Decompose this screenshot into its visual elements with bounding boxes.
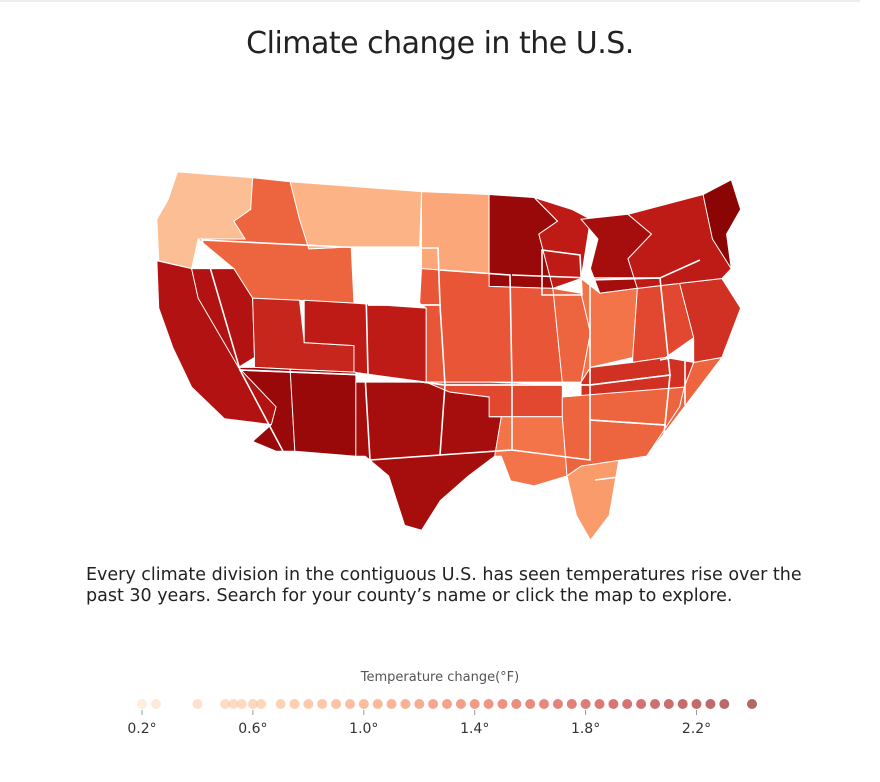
legend-dot (566, 699, 577, 709)
legend-dot (414, 699, 425, 709)
legend-dot (539, 699, 549, 709)
legend-dot (345, 699, 355, 709)
climate-region-montana-plains[interactable] (289, 181, 423, 250)
legend-tick-label: 1.4° (460, 721, 489, 737)
legend-dot (483, 699, 494, 709)
legend-dot (455, 699, 466, 709)
legend-dot (303, 699, 314, 709)
legend-dot (594, 699, 605, 709)
climate-region-dakotas[interactable] (421, 191, 490, 275)
legend-dot (719, 699, 730, 709)
legend-tick-label: 0.2° (127, 721, 156, 737)
legend-dot (358, 699, 369, 709)
legend-dot (192, 699, 203, 709)
legend-tick-label: 2.2° (682, 721, 711, 737)
legend-dot (580, 699, 591, 709)
legend-dot (691, 699, 702, 709)
us-climate-map[interactable] (140, 160, 750, 550)
legend-dot (608, 699, 619, 709)
legend-dot (220, 699, 231, 709)
climate-region-arkansas-louisiana[interactable] (489, 416, 568, 487)
legend-dot (650, 699, 660, 709)
legend-dot (256, 699, 267, 709)
temperature-legend: 0.2° 0.6° 1.0° 1.4° 1.8° 2.2° (127, 699, 757, 737)
legend-dot (636, 699, 647, 709)
legend-dot (236, 699, 247, 709)
top-divider (0, 0, 860, 2)
legend-tick-label: 1.8° (571, 721, 600, 737)
legend-dot (705, 699, 716, 709)
climate-region-virginia-maryland[interactable] (679, 277, 742, 363)
legend-dot (275, 699, 286, 709)
legend-dot (247, 699, 258, 709)
legend-dot (622, 699, 633, 709)
legend-dot (150, 699, 161, 709)
legend-dot (331, 699, 342, 709)
legend-dot (747, 699, 757, 709)
legend-dot (511, 699, 522, 709)
legend-dot (677, 699, 688, 709)
legend-title: Temperature change(°F) (360, 670, 520, 685)
legend-dot (400, 699, 411, 709)
climate-region-florida[interactable] (566, 455, 647, 541)
climate-region-new-england[interactable] (702, 179, 742, 269)
legend-dot (386, 699, 397, 709)
climate-region-new-mexico[interactable] (289, 368, 357, 457)
page-title: Climate change in the U.S. (246, 26, 634, 61)
legend-dot (663, 699, 674, 709)
legend-dot (525, 699, 536, 709)
legend-tick-label: 0.6° (238, 721, 267, 737)
map-description: Every climate division in the contiguous… (86, 565, 802, 606)
legend-dot (497, 699, 508, 709)
map-svg[interactable] (140, 160, 750, 550)
legend-dot (289, 699, 300, 709)
legend-dot (317, 699, 328, 709)
legend-dot (137, 699, 147, 709)
legend-dot (228, 699, 239, 709)
legend-dot (442, 699, 452, 709)
legend-dot (552, 699, 563, 709)
legend-dot (469, 699, 480, 709)
legend-tick-label: 1.0° (349, 721, 378, 737)
climate-region-texas[interactable] (355, 381, 502, 531)
legend-dot (428, 699, 439, 709)
legend-dot (372, 699, 383, 709)
